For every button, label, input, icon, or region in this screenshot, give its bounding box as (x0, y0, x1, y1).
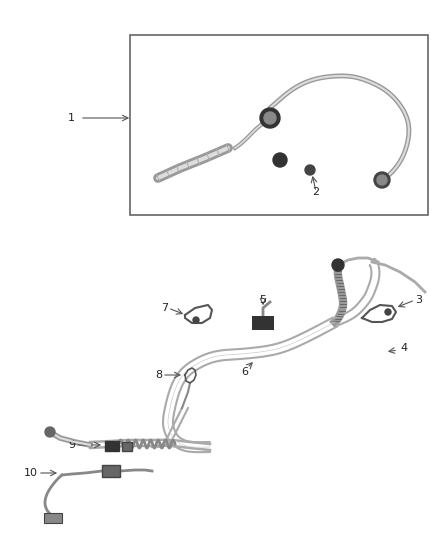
Circle shape (377, 175, 387, 185)
Text: 1: 1 (68, 113, 75, 123)
Bar (252, 316, 274, 330)
Text: 8: 8 (155, 370, 162, 380)
Text: 6: 6 (241, 367, 248, 377)
Circle shape (385, 309, 391, 315)
Text: 5: 5 (259, 295, 266, 305)
Bar (130, 35, 428, 215)
Circle shape (193, 317, 199, 323)
Text: 2: 2 (312, 187, 320, 197)
Circle shape (264, 112, 276, 124)
Circle shape (374, 172, 390, 188)
Text: 10: 10 (24, 468, 38, 478)
Circle shape (45, 427, 55, 437)
Bar (105, 441, 119, 451)
Circle shape (273, 153, 287, 167)
Text: 9: 9 (68, 440, 75, 450)
Text: 4: 4 (400, 343, 407, 353)
Circle shape (106, 466, 116, 476)
Text: 3: 3 (415, 295, 422, 305)
Circle shape (332, 259, 344, 271)
Text: 7: 7 (161, 303, 168, 313)
Circle shape (260, 108, 280, 128)
Bar (44, 513, 62, 523)
Bar (102, 465, 120, 477)
Bar (122, 442, 132, 451)
Circle shape (305, 165, 315, 175)
